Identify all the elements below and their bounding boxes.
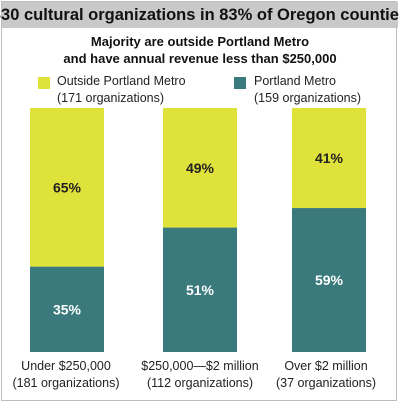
category-count: (37 organizations): [275, 376, 377, 390]
category-label-250k-2m: $250,000—$2 million (112 organizations): [130, 358, 270, 392]
subtitle-line-1: Majority are outside Portland Metro: [90, 34, 310, 49]
data-label-outside-portland-under-250k: 65%: [53, 179, 82, 195]
data-label-outside-portland-250k-2m: 49%: [186, 160, 215, 176]
category-name: Over $2 million: [284, 359, 368, 373]
chart-title: 330 cultural organizations in 83% of Ore…: [0, 2, 400, 28]
legend-label-outside: Outside Portland Metro: [57, 74, 186, 88]
bar-segment-portland-metro-250k-2m: [163, 227, 237, 352]
bar-segment-outside-portland-over-2m: [292, 108, 366, 209]
subtitle-line-2: and have annual revenue less than $250,0…: [63, 51, 337, 66]
category-count: (181 organizations): [12, 376, 120, 390]
data-label-portland-metro-under-250k: 35%: [53, 301, 82, 317]
chart-subtitle: Majority are outside Portland Metro and …: [2, 33, 398, 67]
category-name: Under $250,000: [21, 359, 111, 373]
bar-segment-outside-portland-250k-2m: [163, 108, 237, 228]
legend-count-outside: (171 organizations): [57, 91, 165, 105]
bar-segment-portland-metro-over-2m: [292, 208, 366, 352]
bar-segment-outside-portland-under-250k: [30, 108, 104, 267]
data-label-portland-metro-over-2m: 59%: [315, 272, 344, 288]
category-label-under-250k: Under $250,000 (181 organizations): [0, 358, 136, 392]
bar-segment-portland-metro-under-250k: [30, 266, 104, 352]
legend-label-portland: Portland Metro: [254, 74, 336, 88]
category-name: $250,000—$2 million: [141, 359, 259, 373]
legend-count-portland: (159 organizations): [254, 91, 362, 105]
category-label-over-2m: Over $2 million (37 organizations): [256, 358, 396, 392]
data-label-outside-portland-over-2m: 41%: [315, 150, 344, 166]
data-label-portland-metro-250k-2m: 51%: [186, 282, 215, 298]
legend-swatch-portland: [234, 77, 246, 89]
category-count: (112 organizations): [146, 376, 254, 390]
legend-swatch-outside: [38, 77, 50, 89]
